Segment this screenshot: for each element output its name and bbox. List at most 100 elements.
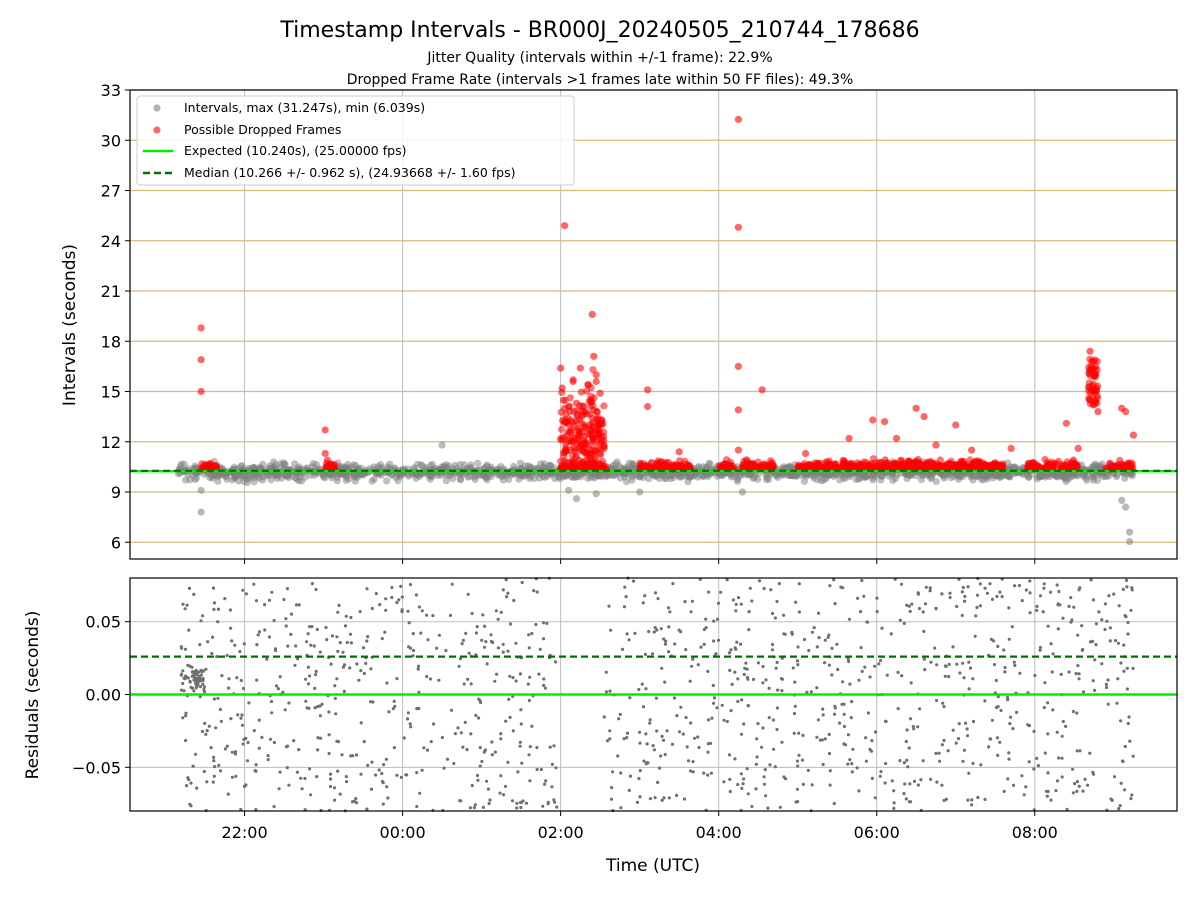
dropped-frame-point <box>580 448 588 456</box>
dropped-frame-point <box>559 396 568 404</box>
residual-point <box>456 726 460 730</box>
residual-point <box>696 735 700 739</box>
residual-point <box>476 716 481 720</box>
residual-point <box>1055 730 1059 734</box>
residual-point <box>542 683 546 688</box>
residual-point <box>498 791 502 795</box>
residual-point <box>1112 592 1116 596</box>
residual-point <box>906 765 910 769</box>
dropped-frame-point <box>580 421 589 429</box>
residual-point <box>183 676 187 680</box>
residual-point <box>188 679 192 683</box>
residual-point <box>452 761 456 766</box>
time-x-tick-label: 22:00 <box>222 823 268 842</box>
residual-point <box>846 657 850 661</box>
residual-point <box>1128 739 1132 743</box>
residual-point <box>241 686 246 691</box>
residual-point <box>955 604 959 609</box>
residual-point <box>817 636 821 640</box>
residual-point <box>862 594 866 598</box>
interval-point <box>1006 472 1014 481</box>
dropped-frame-point <box>1062 463 1070 472</box>
residual-point <box>760 745 764 749</box>
residual-point <box>476 778 480 782</box>
residual-point <box>716 601 721 605</box>
residual-point <box>1075 780 1079 784</box>
residual-point <box>1056 627 1060 631</box>
residual-point <box>868 747 872 752</box>
residual-point <box>992 663 997 667</box>
residual-point <box>475 625 479 629</box>
residual-point <box>648 721 652 725</box>
legend-intervals-label: Intervals, max (31.247s), min (6.039s) <box>184 100 425 115</box>
dropped-frame-point <box>558 384 566 392</box>
residual-point <box>474 713 478 718</box>
residual-point <box>782 632 786 636</box>
residual-point <box>343 624 348 628</box>
residual-point <box>764 678 768 682</box>
residual-point <box>750 599 754 603</box>
dropped-frame-point <box>675 448 683 456</box>
residual-point <box>440 735 444 740</box>
residual-point <box>499 737 503 741</box>
residual-point <box>337 603 341 608</box>
dropped-frame-point <box>640 463 648 472</box>
residual-point <box>269 699 274 704</box>
residual-point <box>807 648 811 653</box>
legend-dropped-label: Possible Dropped Frames <box>184 122 341 137</box>
residual-point <box>216 607 221 611</box>
residual-point <box>1009 715 1013 719</box>
interval-point <box>572 495 581 503</box>
interval-point <box>856 474 864 482</box>
residual-point <box>445 757 450 761</box>
residual-point <box>527 646 531 650</box>
dropped-frame-point <box>848 460 857 468</box>
residual-point <box>823 638 827 642</box>
residual-point <box>684 648 688 652</box>
residual-point <box>417 605 421 609</box>
residual-point <box>220 674 224 678</box>
residual-point <box>921 759 925 763</box>
residual-point <box>185 603 189 607</box>
residual-point <box>314 587 318 592</box>
residual-point <box>902 761 907 765</box>
residual-point <box>284 745 289 749</box>
residual-point <box>215 655 219 659</box>
residual-point <box>369 667 373 671</box>
dropped-frame-point <box>600 444 608 452</box>
dropped-frame-point <box>734 223 743 231</box>
residual-point <box>365 807 369 811</box>
residual-point <box>202 769 206 774</box>
residual-point <box>963 599 967 603</box>
intervals-y-tick-label: 6 <box>111 533 121 552</box>
residual-point <box>1060 756 1064 760</box>
residual-point <box>206 640 210 644</box>
residual-point <box>756 722 760 726</box>
residual-point <box>1024 785 1028 789</box>
residual-point <box>923 668 927 672</box>
residual-point <box>679 705 683 709</box>
residual-point <box>520 580 524 585</box>
residual-point <box>775 599 779 604</box>
residual-point <box>399 584 403 589</box>
residual-point <box>727 651 732 655</box>
residual-point <box>266 758 270 762</box>
residual-point <box>873 664 877 668</box>
residual-point <box>608 729 612 733</box>
residual-point <box>728 789 732 794</box>
residual-point <box>296 657 300 661</box>
residual-point <box>709 741 713 745</box>
residual-point <box>609 797 614 801</box>
residual-point <box>270 711 274 715</box>
residual-point <box>659 627 663 631</box>
residual-point <box>1126 721 1130 726</box>
residual-point <box>508 622 513 626</box>
residual-point <box>670 742 675 746</box>
residual-point <box>1049 642 1053 646</box>
residual-point <box>1075 749 1079 753</box>
residual-point <box>485 662 489 666</box>
residual-point <box>1120 759 1125 763</box>
interval-point <box>277 460 285 468</box>
residual-point <box>263 628 267 632</box>
interval-point <box>823 472 831 480</box>
